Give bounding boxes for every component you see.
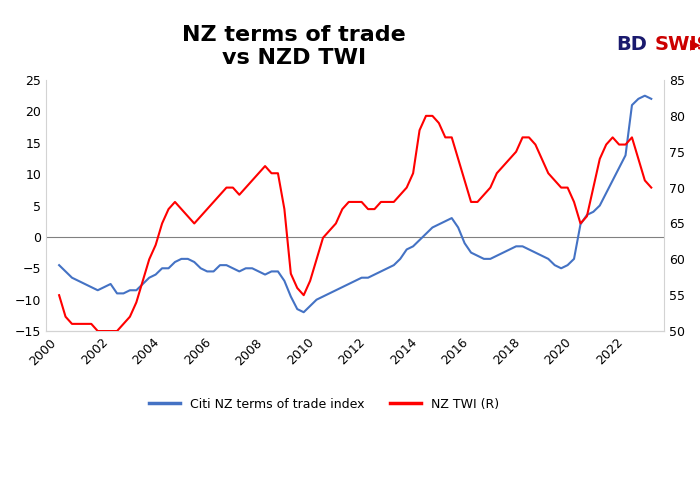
Legend: Citi NZ terms of trade index, NZ TWI (R): Citi NZ terms of trade index, NZ TWI (R) bbox=[144, 392, 505, 415]
Text: BD: BD bbox=[616, 35, 647, 54]
Text: NZ terms of trade
vs NZD TWI: NZ terms of trade vs NZD TWI bbox=[182, 25, 406, 68]
Text: ▶: ▶ bbox=[690, 38, 700, 52]
Text: SWISS: SWISS bbox=[654, 35, 700, 54]
